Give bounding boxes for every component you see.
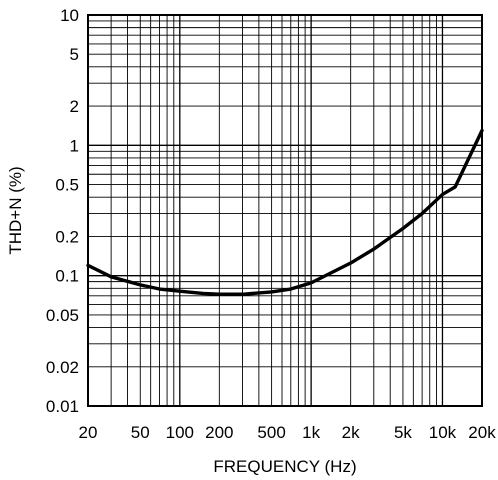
y-tick-label: 0.05 — [46, 306, 79, 325]
y-tick-labels: 0.01 0.02 0.05 0.1 0.2 0.5 1 2 5 10 — [46, 6, 79, 416]
x-tick-labels: 20 50 100 200 500 1k 2k 5k 10k 20k — [79, 423, 497, 442]
x-tick-label: 500 — [257, 423, 285, 442]
x-axis-title: FREQUENCY (Hz) — [213, 457, 356, 476]
y-tick-label: 0.02 — [46, 358, 79, 377]
grid-lines — [88, 15, 482, 406]
x-tick-label: 20k — [468, 423, 496, 442]
plot-frame — [87, 14, 483, 407]
y-tick-label: 2 — [70, 97, 79, 116]
y-tick-label: 0.5 — [55, 176, 79, 195]
x-tick-label: 1k — [302, 423, 320, 442]
y-tick-label: 0.1 — [55, 267, 79, 286]
y-tick-label: 10 — [60, 6, 79, 25]
x-tick-label: 20 — [79, 423, 98, 442]
x-tick-label: 5k — [394, 423, 412, 442]
y-tick-label: 1 — [70, 136, 79, 155]
y-tick-label: 0.2 — [55, 227, 79, 246]
x-tick-label: 100 — [166, 423, 194, 442]
x-tick-label: 200 — [205, 423, 233, 442]
x-tick-label: 2k — [342, 423, 360, 442]
x-tick-label: 50 — [131, 423, 150, 442]
y-axis-title: THD+N (%) — [6, 166, 25, 254]
thd-curve-line — [86, 128, 484, 296]
x-tick-label: 10k — [429, 423, 457, 442]
y-tick-label: 0.01 — [46, 397, 79, 416]
y-tick-label: 5 — [70, 45, 79, 64]
